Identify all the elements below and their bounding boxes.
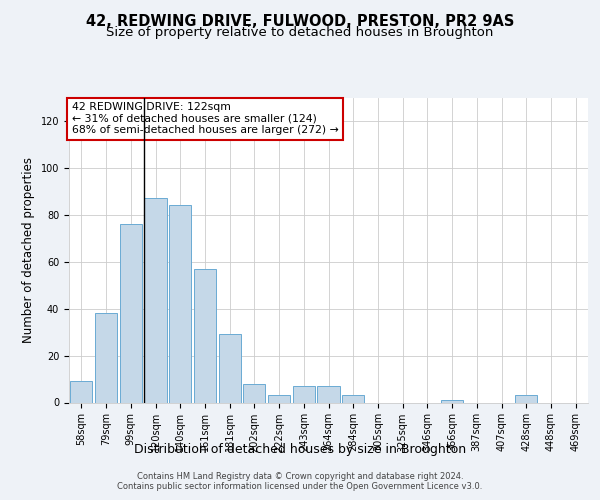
Bar xyxy=(194,269,216,402)
Bar xyxy=(119,224,142,402)
Bar xyxy=(218,334,241,402)
Y-axis label: Number of detached properties: Number of detached properties xyxy=(22,157,35,343)
Text: 42 REDWING DRIVE: 122sqm
← 31% of detached houses are smaller (124)
68% of semi-: 42 REDWING DRIVE: 122sqm ← 31% of detach… xyxy=(71,102,338,136)
Bar xyxy=(441,400,463,402)
Bar xyxy=(70,382,92,402)
Text: Contains public sector information licensed under the Open Government Licence v3: Contains public sector information licen… xyxy=(118,482,482,491)
Bar xyxy=(169,206,191,402)
Bar xyxy=(95,314,117,402)
Bar xyxy=(145,198,167,402)
Bar xyxy=(515,396,538,402)
Bar xyxy=(317,386,340,402)
Text: 42, REDWING DRIVE, FULWOOD, PRESTON, PR2 9AS: 42, REDWING DRIVE, FULWOOD, PRESTON, PR2… xyxy=(86,14,514,29)
Bar xyxy=(268,396,290,402)
Bar xyxy=(243,384,265,402)
Bar xyxy=(293,386,315,402)
Text: Size of property relative to detached houses in Broughton: Size of property relative to detached ho… xyxy=(106,26,494,39)
Text: Distribution of detached houses by size in Broughton: Distribution of detached houses by size … xyxy=(134,442,466,456)
Bar xyxy=(342,396,364,402)
Text: Contains HM Land Registry data © Crown copyright and database right 2024.: Contains HM Land Registry data © Crown c… xyxy=(137,472,463,481)
